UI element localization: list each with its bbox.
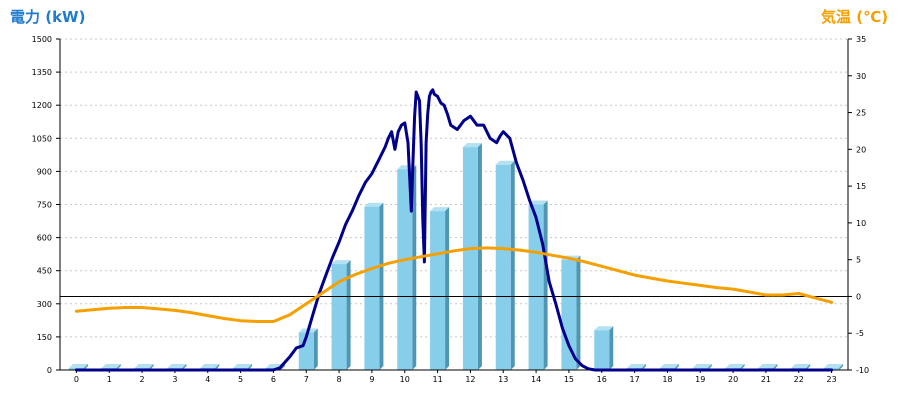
y-left-tick-label: 900 bbox=[37, 167, 52, 176]
x-tick-label: 18 bbox=[662, 375, 672, 384]
y-left-tick-label: 750 bbox=[37, 201, 52, 210]
bar-top bbox=[824, 364, 844, 368]
x-tick-label: 2 bbox=[140, 375, 145, 384]
grid-lines bbox=[60, 38, 848, 338]
x-tick-label: 20 bbox=[728, 375, 738, 384]
y-left-tick-label: 150 bbox=[37, 333, 52, 342]
bar-top bbox=[725, 364, 745, 368]
x-tick-label: 4 bbox=[205, 375, 210, 384]
y-left-tick-label: 300 bbox=[37, 300, 52, 309]
bar-top bbox=[528, 200, 548, 205]
x-tick-label: 10 bbox=[400, 375, 410, 384]
y-left-tick-label: 1050 bbox=[32, 134, 52, 143]
bar bbox=[561, 259, 577, 370]
x-tick-label: 8 bbox=[337, 375, 342, 384]
y-left-tick-label: 600 bbox=[37, 234, 52, 243]
y-left-tick-label: 1500 bbox=[32, 35, 52, 44]
bar-top bbox=[134, 364, 154, 368]
y-right-tick-label: -5 bbox=[856, 329, 864, 338]
x-tick-label: 13 bbox=[498, 375, 508, 384]
bar bbox=[495, 164, 511, 370]
bar-side bbox=[543, 200, 548, 370]
bar-top bbox=[331, 260, 351, 265]
x-tick-label: 23 bbox=[826, 375, 836, 384]
bar-top bbox=[167, 364, 187, 368]
y-right-axis-title: 気温 (℃) bbox=[821, 8, 888, 26]
bar-side bbox=[510, 160, 515, 370]
x-tick-label: 12 bbox=[465, 375, 475, 384]
x-tick-label: 19 bbox=[695, 375, 705, 384]
bar bbox=[298, 332, 314, 370]
x-tick-label: 21 bbox=[761, 375, 771, 384]
x-tick-label: 7 bbox=[304, 375, 309, 384]
y-right-tick-label: -10 bbox=[856, 366, 869, 375]
y-right-tick-label: 30 bbox=[856, 72, 866, 81]
bar-top bbox=[101, 364, 121, 368]
y-left-tick-label: 1200 bbox=[32, 101, 52, 110]
bar-side bbox=[839, 364, 844, 370]
bar-top bbox=[791, 364, 811, 368]
bar-side bbox=[445, 207, 450, 370]
y-right-tick-label: 5 bbox=[856, 256, 861, 265]
bar bbox=[364, 206, 380, 370]
bar-top bbox=[627, 364, 647, 368]
bar-top bbox=[758, 364, 778, 368]
x-tick-label: 3 bbox=[172, 375, 177, 384]
bar-side bbox=[346, 260, 351, 370]
bar-side bbox=[379, 202, 384, 370]
x-tick-label: 6 bbox=[271, 375, 276, 384]
temperature-line bbox=[74, 246, 834, 323]
power-line bbox=[74, 88, 834, 372]
y-right-tick-label: 0 bbox=[856, 292, 861, 301]
y-left-tick-label: 1350 bbox=[32, 68, 52, 77]
bar-top bbox=[692, 364, 712, 368]
bar bbox=[528, 204, 544, 370]
bar bbox=[462, 147, 478, 370]
x-tick-label: 16 bbox=[597, 375, 607, 384]
bar bbox=[331, 264, 347, 370]
bar-top bbox=[68, 364, 88, 368]
x-tick-label: 0 bbox=[74, 375, 79, 384]
x-tick-label: 5 bbox=[238, 375, 243, 384]
line-series bbox=[74, 88, 834, 372]
bar-top bbox=[200, 364, 220, 368]
bar-top bbox=[659, 364, 679, 368]
x-tick-label: 22 bbox=[794, 375, 804, 384]
bar-side bbox=[576, 255, 581, 370]
bar-series bbox=[68, 143, 844, 370]
bar-top bbox=[495, 160, 515, 165]
x-tick-label: 14 bbox=[531, 375, 541, 384]
bar-side bbox=[412, 165, 417, 370]
bar-top bbox=[462, 143, 482, 148]
y-left-tick-label: 450 bbox=[37, 267, 52, 276]
bar-top bbox=[364, 202, 384, 207]
x-tick-label: 15 bbox=[564, 375, 574, 384]
x-tick-label: 17 bbox=[629, 375, 639, 384]
x-tick-label: 1 bbox=[107, 375, 112, 384]
y-right-tick-label: 25 bbox=[856, 109, 866, 118]
bar-top bbox=[594, 326, 614, 331]
bar-top bbox=[233, 364, 253, 368]
y-left-tick-label: 0 bbox=[47, 366, 52, 375]
bar-side bbox=[477, 143, 482, 370]
y-right-tick-label: 10 bbox=[856, 219, 866, 228]
bar-top bbox=[430, 207, 450, 212]
y-right-tick-label: 35 bbox=[856, 35, 866, 44]
x-tick-label: 11 bbox=[432, 375, 442, 384]
bar bbox=[430, 211, 446, 370]
y-right-tick-label: 15 bbox=[856, 182, 866, 191]
tick-labels: 01503004506007509001050120013501500-10-5… bbox=[32, 35, 869, 384]
bar-side bbox=[313, 328, 318, 370]
bar bbox=[594, 330, 610, 370]
bar bbox=[397, 169, 413, 370]
axes bbox=[56, 38, 852, 373]
x-tick-label: 9 bbox=[369, 375, 374, 384]
bar-side bbox=[609, 326, 614, 370]
y-right-tick-label: 20 bbox=[856, 145, 866, 154]
y-left-axis-title: 電力 (kW) bbox=[10, 8, 85, 26]
